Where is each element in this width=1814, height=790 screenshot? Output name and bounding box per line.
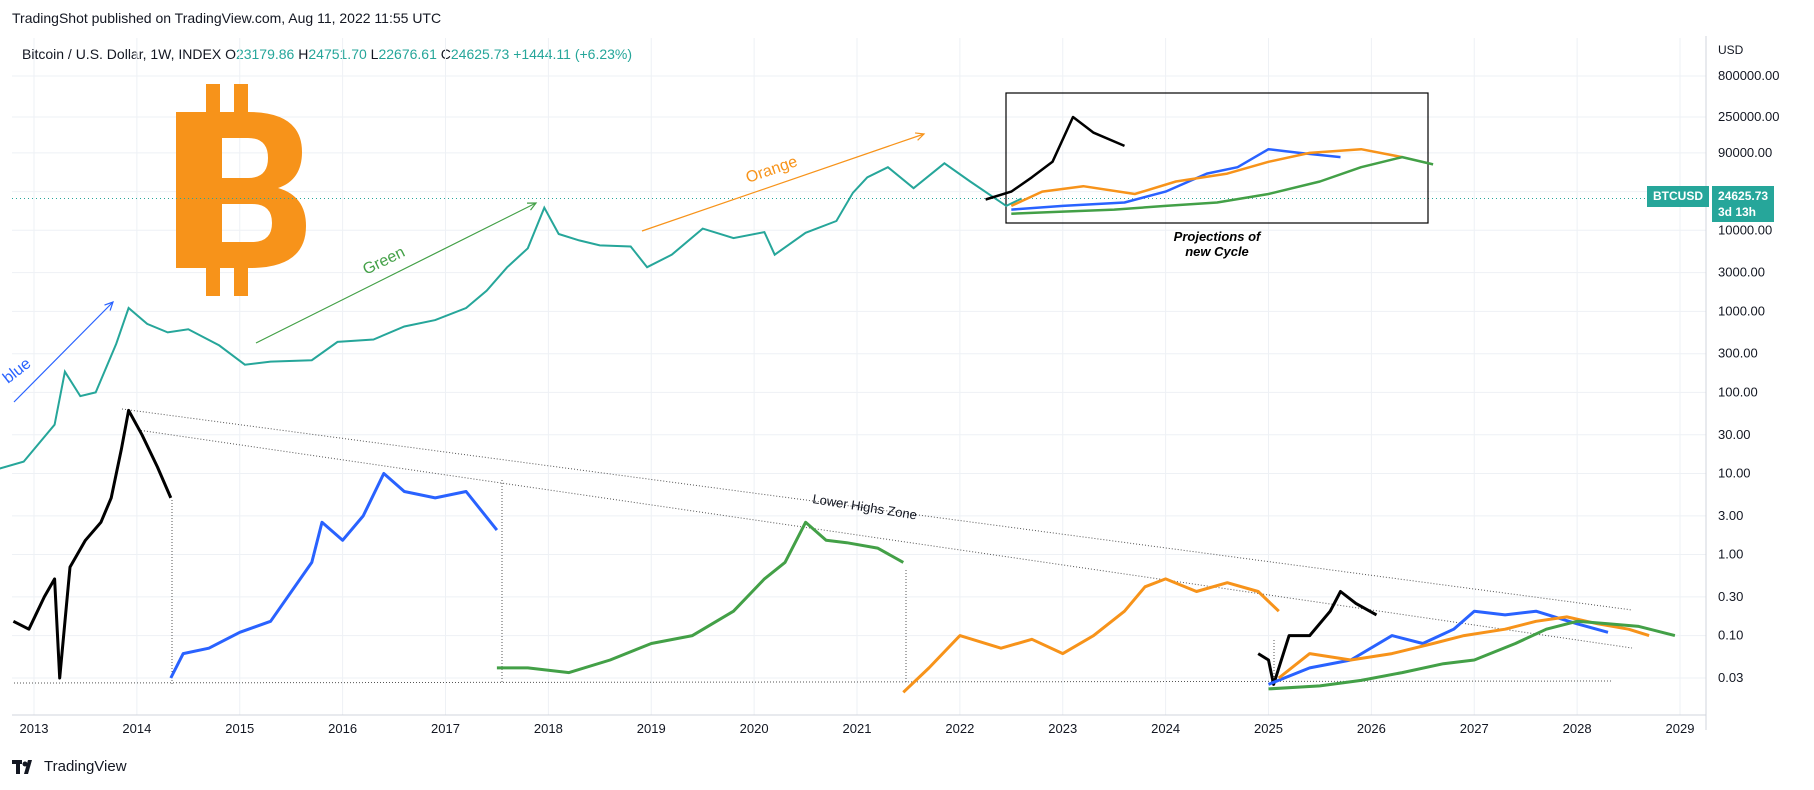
green-label: Green: [360, 244, 407, 279]
close-value: 24625.73: [450, 46, 510, 62]
y-tick-label: 10000.00: [1718, 222, 1772, 237]
x-tick-label: 2027: [1460, 721, 1489, 736]
open-label: O: [225, 46, 236, 62]
publish-header: TradingShot published on TradingView.com…: [12, 10, 442, 26]
bottom-series-line: [902, 577, 1280, 694]
high-value: 24751.70: [308, 46, 367, 62]
price-tag-countdown: 3d 13h: [1718, 205, 1757, 219]
y-tick-label: 800000.00: [1718, 68, 1779, 83]
tradingview-logo-icon: [12, 759, 32, 774]
x-tick-label: 2023: [1048, 721, 1077, 736]
bottom-series-line: [496, 520, 905, 675]
bottom-series-line: [169, 472, 499, 679]
y-tick-label: 1.00: [1718, 547, 1743, 562]
x-tick-label: 2025: [1254, 721, 1283, 736]
x-tick-label: 2024: [1151, 721, 1180, 736]
projection-series-line: [1010, 147, 1403, 208]
base-line: [13, 680, 1613, 684]
green-arrow: [255, 202, 537, 344]
x-tick-label: 2013: [20, 721, 49, 736]
bottom-series-line: [1257, 590, 1378, 686]
y-tick-label: 3000.00: [1718, 265, 1765, 280]
y-tick-label: 0.03: [1718, 670, 1743, 685]
low-label: L: [370, 46, 379, 62]
lower-highs-line-lower: [137, 429, 1633, 649]
lower-highs-line-upper: [121, 408, 1633, 611]
ohlc-legend: Bitcoin / U.S. Dollar, 1W, INDEX O23179.…: [22, 46, 632, 62]
orange-arrow: [641, 133, 925, 232]
lower-highs-label: Lower Highs Zone: [812, 491, 919, 522]
y-tick-label: 100.00: [1718, 384, 1758, 399]
brand-name: TradingView: [44, 758, 127, 775]
x-tick-label: 2018: [534, 721, 563, 736]
high-label: H: [298, 46, 309, 62]
open-value: 23179.86: [235, 46, 295, 62]
footer-brand[interactable]: TradingView: [12, 758, 127, 775]
price-tag-value: 24625.73 3d 13h: [1712, 186, 1775, 222]
blue-label: blue: [0, 355, 34, 387]
x-tick-label: 2026: [1357, 721, 1386, 736]
x-tick-label: 2015: [225, 721, 254, 736]
projection-box: [1005, 92, 1429, 224]
y-tick-label: 3.00: [1718, 508, 1743, 523]
grid: [12, 38, 1706, 715]
orange-label: Orange: [744, 153, 800, 186]
y-tick-label: 90000.00: [1718, 145, 1772, 160]
x-tick-label: 2020: [740, 721, 769, 736]
x-tick-label: 2017: [431, 721, 460, 736]
x-tick-label: 2014: [122, 721, 151, 736]
y-tick-label: 300.00: [1718, 346, 1758, 361]
y-tick-label: 0.10: [1718, 628, 1743, 643]
currency-label: USD: [1718, 43, 1744, 57]
price-tag: BTCUSD 24625.73 3d 13h: [1647, 186, 1775, 222]
bitcoin-logo-icon: [176, 84, 306, 296]
bottom-series-line: [1267, 609, 1609, 686]
price-series-line: [0, 162, 1023, 470]
blue-arrow: [13, 301, 114, 403]
green-arrow-head: [526, 202, 538, 211]
x-tick-label: 2029: [1666, 721, 1695, 736]
projection-series-line: [1011, 155, 1434, 215]
projections-label-2: new Cycle: [1185, 244, 1249, 259]
y-tick-label: 1000.00: [1718, 303, 1765, 318]
x-tick-label: 2028: [1563, 721, 1592, 736]
series-layer: [0, 115, 1676, 694]
x-tick-label: 2019: [637, 721, 666, 736]
x-tick-label: 2016: [328, 721, 357, 736]
x-tick-label: 2021: [843, 721, 872, 736]
y-tick-label: 10.00: [1718, 465, 1751, 480]
blue-arrow-head: [104, 301, 114, 311]
change-value: +1444.11 (+6.23%): [513, 46, 633, 62]
low-value: 22676.61: [378, 46, 437, 62]
bottom-series-line: [12, 408, 173, 680]
x-tick-label: 2022: [945, 721, 974, 736]
projections-label-1: Projections of: [1174, 229, 1262, 244]
price-tag-symbol: BTCUSD: [1647, 186, 1709, 207]
y-tick-label: 30.00: [1718, 427, 1751, 442]
bottom-series-line: [1277, 615, 1650, 680]
orange-arrow-head: [914, 132, 926, 141]
y-tick-label: 0.30: [1718, 589, 1743, 604]
bottom-series-line: [1268, 619, 1676, 691]
projection-series-line: [1011, 147, 1341, 211]
y-tick-label: 250000.00: [1718, 109, 1779, 124]
price-tag-price: 24625.73: [1718, 189, 1769, 203]
projection-series-line: [985, 115, 1125, 201]
symbol-label: Bitcoin / U.S. Dollar, 1W, INDEX: [22, 46, 222, 62]
